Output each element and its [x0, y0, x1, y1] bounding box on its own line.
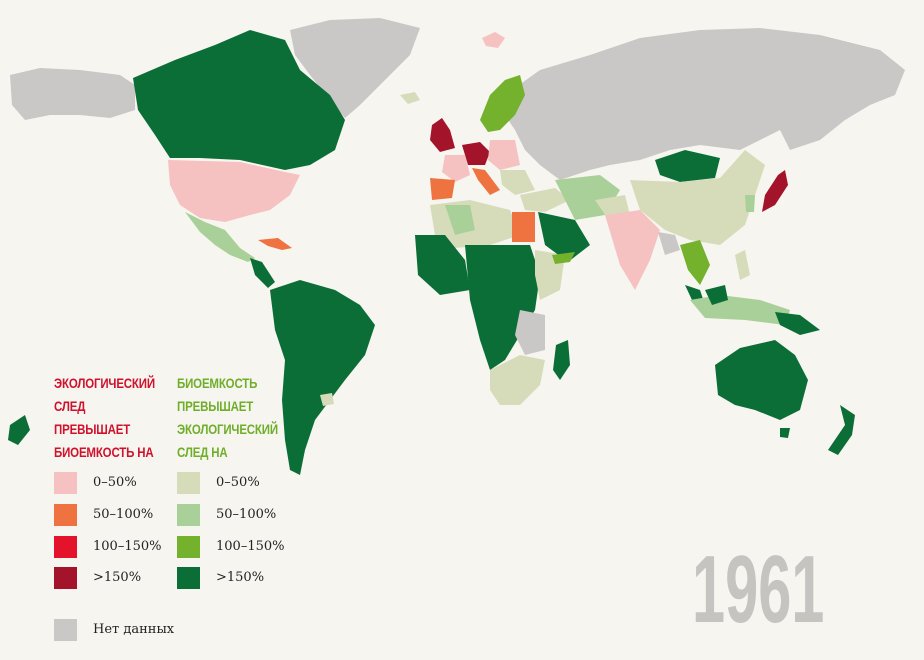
legend-reserve-title-line: БИОЕМКОСТЬ — [177, 375, 258, 391]
region-new-zealand — [828, 405, 855, 455]
region-central-america — [250, 258, 275, 288]
region-uruguay — [320, 393, 334, 406]
legend-swatch — [54, 472, 77, 494]
region-algeria — [445, 205, 475, 235]
region-tasmania — [780, 428, 790, 438]
legend-label: >150% — [216, 570, 265, 585]
region-russia — [505, 28, 905, 180]
legend-label: >150% — [93, 570, 142, 585]
region-egypt — [512, 212, 535, 242]
legend-swatch — [54, 504, 77, 526]
region-africa-west — [415, 235, 470, 295]
region-pacific-islands — [8, 415, 30, 445]
region-indochina — [680, 240, 710, 285]
region-china — [630, 150, 765, 245]
region-mexico — [185, 212, 255, 262]
region-iceland — [400, 92, 420, 104]
legend-deficit-title: ЭКОЛОГИЧЕСКИЙ СЛЕД ПРЕВЫШАЕТ БИОЕМКОСТЬ … — [54, 372, 155, 464]
legend-label: 50–100% — [216, 507, 277, 522]
region-mongolia — [655, 150, 720, 182]
region-svalbard — [482, 32, 505, 48]
region-alaska — [10, 68, 135, 120]
region-southern-africa — [490, 355, 545, 405]
region-new-guinea — [775, 312, 820, 335]
region-japan — [762, 170, 788, 212]
legend-swatch — [54, 619, 77, 641]
legend-deficit-title-line: БИОЕМКОСТЬ НА — [54, 444, 154, 460]
legend-swatch — [54, 567, 77, 589]
region-italy — [472, 168, 500, 195]
region-philippines — [735, 250, 750, 280]
region-australia — [715, 340, 808, 420]
legend-deficit-title-line: ПРЕВЫШАЕТ — [54, 421, 131, 437]
region-iberia — [430, 178, 455, 200]
legend-swatch — [177, 567, 200, 589]
legend-label: 0–50% — [93, 475, 137, 490]
legend-swatch — [177, 536, 200, 558]
region-korea — [745, 195, 755, 212]
region-india — [605, 210, 660, 290]
region-levant — [520, 188, 570, 212]
region-balkans — [500, 170, 535, 195]
region-caribbean — [258, 238, 292, 250]
legend-swatch — [177, 472, 200, 494]
legend-reserve-title: БИОЕМКОСТЬ ПРЕВЫШАЕТ ЭКОЛОГИЧЕСКИЙ СЛЕД … — [177, 372, 278, 464]
region-arabia — [538, 212, 590, 262]
legend-label: 0–50% — [216, 475, 260, 490]
region-france — [442, 155, 470, 182]
legend-reserve-title-line: ЭКОЛОГИЧЕСКИЙ — [177, 421, 278, 437]
legend-label: 50–100% — [93, 507, 154, 522]
legend-label: 100–150% — [93, 539, 162, 554]
region-south-asia-east — [658, 232, 680, 255]
legend-label: 100–150% — [216, 539, 285, 554]
legend-swatch — [54, 536, 77, 558]
legend-swatch — [177, 504, 200, 526]
region-eastern-europe — [488, 140, 520, 170]
region-indonesia — [690, 295, 790, 325]
legend-label: Нет данных — [93, 622, 175, 637]
region-yemen — [552, 252, 575, 264]
region-east-africa — [515, 310, 545, 355]
region-germany — [462, 142, 490, 165]
region-africa-central — [465, 245, 540, 370]
region-south-america — [270, 280, 375, 475]
region-scandinavia — [480, 75, 525, 132]
legend-reserve-title-line: ПРЕВЫШАЕТ — [177, 398, 254, 414]
legend-deficit-title-line: СЛЕД — [54, 398, 86, 414]
region-usa — [168, 160, 300, 222]
region-canada — [133, 30, 345, 170]
legend-deficit-title-line: ЭКОЛОГИЧЕСКИЙ — [54, 375, 155, 391]
year-label: 1961 — [692, 536, 825, 643]
legend-reserve-title-line: СЛЕД НА — [177, 444, 228, 460]
region-greenland — [290, 18, 420, 118]
region-uk — [430, 118, 455, 152]
region-borneo — [705, 285, 728, 305]
region-madagascar — [553, 340, 570, 380]
